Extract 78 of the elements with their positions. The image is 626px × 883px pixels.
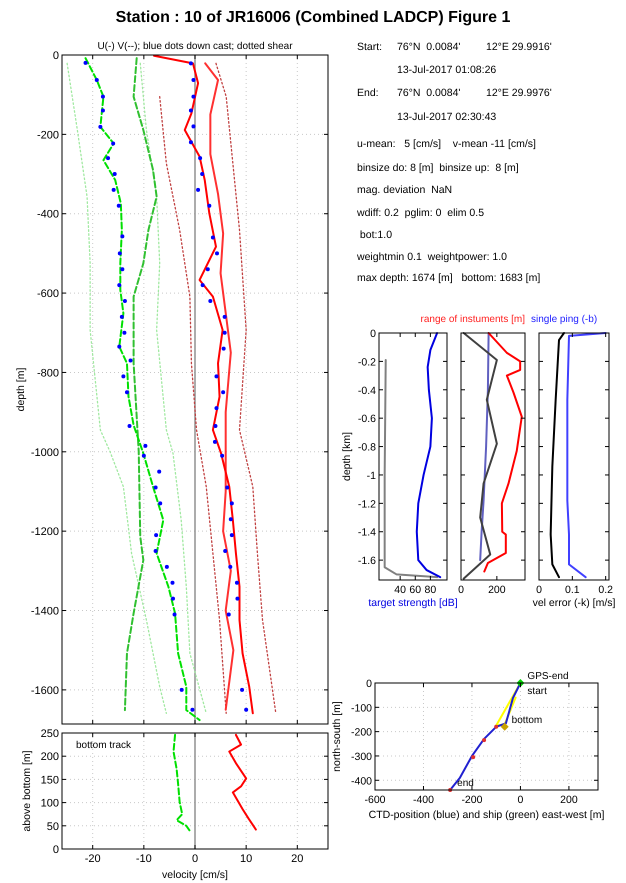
- y-tick-label: -0.6: [358, 413, 376, 426]
- x-tick-label: 0.2: [598, 584, 614, 596]
- text: wdiff: 0.2 pglim: 0 elim 0.5: [356, 207, 484, 219]
- text: 13-Jul-2017 01:08:26: [397, 64, 496, 76]
- text: bot:1.0: [357, 229, 392, 241]
- y-tick-label: -300: [350, 750, 372, 763]
- x-axis-title: vel error (-k) [m/s]: [532, 597, 616, 609]
- x-tick-label: 200: [560, 794, 578, 806]
- annotation: start: [527, 686, 548, 697]
- x-tick-label: 10: [240, 853, 252, 865]
- y-tick-label: -600: [36, 288, 59, 300]
- annotation: GPS-end: [527, 671, 569, 682]
- y-tick-label: -200: [36, 129, 59, 142]
- x-tick-label: -20: [84, 853, 101, 865]
- y-tick-label: 50: [46, 820, 59, 833]
- x-tick-label: 0: [518, 794, 524, 806]
- annotation: bottom track: [76, 740, 132, 751]
- y-tick-label: 150: [40, 774, 59, 786]
- x-tick-label: -400: [412, 794, 434, 806]
- text: u-mean: 5 [cm/s] v-mean -11 [cm/s]: [357, 138, 536, 150]
- text: range of instuments [m]: [420, 314, 526, 325]
- text: 76°N 0.0084': [397, 41, 460, 53]
- y-tick-label: 0: [52, 844, 59, 856]
- y-tick-label: -400: [350, 775, 372, 788]
- y-tick-label: -1400: [30, 606, 59, 618]
- x-tick-label: 0: [192, 853, 198, 865]
- y-tick-label: -0.4: [358, 384, 376, 397]
- y-tick-label: -100: [350, 702, 372, 714]
- text: Start:: [357, 41, 382, 53]
- x-tick-label: 20: [291, 853, 304, 865]
- chart-subtitle: U(-) V(--); blue dots down cast; dotted shear: [97, 41, 294, 52]
- y-tick-label: 200: [40, 751, 59, 764]
- y-axis-title: depth [m]: [15, 368, 27, 412]
- y-tick-label: -1.6: [358, 555, 376, 568]
- y-tick-label: 100: [40, 798, 59, 810]
- x-tick-label: 60: [409, 584, 422, 596]
- x-axis-title: target strength [dB]: [368, 597, 458, 609]
- x-tick-label: 0: [458, 584, 464, 596]
- x-axis-title: CTD-position (blue) and ship (green) east-west [m]: [368, 809, 604, 821]
- annotation: bottom: [512, 714, 542, 726]
- x-axis-title: velocity [cm/s]: [162, 869, 228, 881]
- y-tick-label: 0: [370, 328, 376, 340]
- y-tick-label: -1: [366, 470, 376, 482]
- y-axis-title: north-south [m]: [331, 701, 343, 772]
- y-tick-label: -0.2: [358, 356, 376, 368]
- x-tick-label: -10: [136, 853, 152, 865]
- chart-title: Station : 10 of JR16006 (Combined LADCP) Figure 1: [116, 9, 510, 26]
- text: max depth: 1674 [m] bottom: 1683 [m]: [357, 272, 540, 284]
- text: 76°N 0.0084': [397, 87, 460, 99]
- x-tick-label: 0: [536, 584, 542, 596]
- x-tick-label: 0.1: [565, 584, 580, 596]
- y-tick-label: -1.2: [358, 498, 376, 510]
- x-tick-label: 200: [488, 584, 506, 596]
- text: End:: [357, 87, 379, 99]
- x-tick-label: -200: [461, 794, 483, 806]
- text: 12°E 29.9976': [486, 87, 552, 99]
- y-tick-label: -1.4: [358, 526, 376, 539]
- y-tick-label: -800: [36, 367, 59, 380]
- y-tick-label: -1600: [30, 684, 59, 697]
- text: mag. deviation NaN: [357, 184, 452, 196]
- annotation: end: [457, 778, 474, 789]
- y-tick-label: -200: [350, 726, 372, 739]
- y-tick-label: -1200: [30, 526, 59, 538]
- x-tick-label: 40: [394, 584, 406, 596]
- y-axis-title: above bottom [m]: [21, 750, 33, 832]
- text: weightmin 0.1 weightpower: 1.0: [356, 251, 508, 263]
- y-axis-title: depth [km]: [341, 432, 353, 482]
- text: 12°E 29.9916': [486, 41, 552, 53]
- y-tick-label: 0: [366, 678, 372, 690]
- y-tick-label: -1000: [30, 446, 59, 459]
- y-tick-label: 250: [40, 728, 59, 740]
- y-tick-label: 0: [52, 50, 59, 62]
- y-tick-label: -0.8: [358, 442, 376, 454]
- text: 13-Jul-2017 02:30:43: [397, 111, 496, 123]
- text: binsize do: 8 [m] binsize up: 8 [m]: [357, 162, 519, 174]
- x-tick-label: 80: [424, 584, 436, 596]
- y-tick-label: -400: [36, 208, 59, 221]
- text: single ping (-b): [531, 314, 598, 325]
